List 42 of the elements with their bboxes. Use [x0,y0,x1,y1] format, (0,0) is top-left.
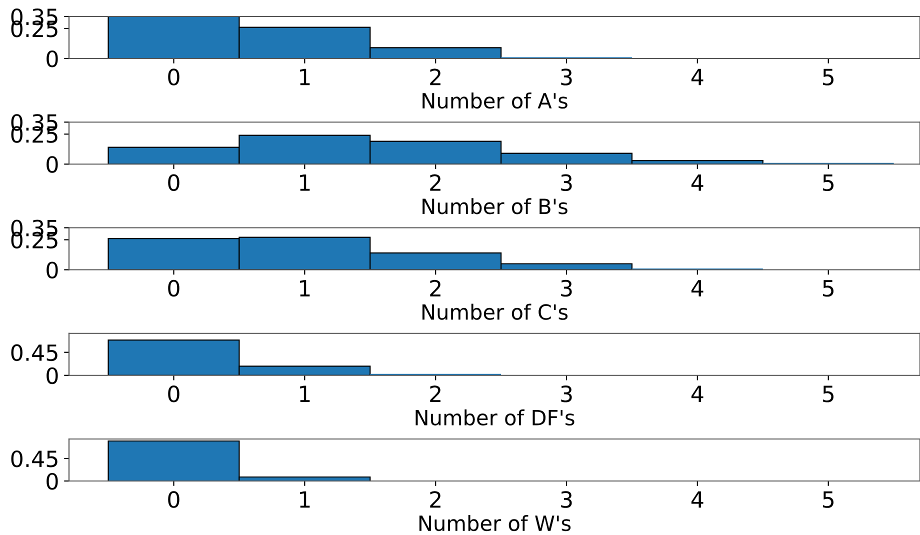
x-tick-label: 3 [561,68,572,86]
x-axis-title: Number of B's [422,198,568,214]
x-tick-label: 2 [430,174,440,191]
x-tick-label: 3 [561,174,572,192]
x-tick-label: 4 [691,386,704,402]
x-tick-label: 0 [168,174,180,192]
x-tick-label: 5 [823,280,834,297]
y-tick-label: 0.45 [11,344,58,362]
y-tick-label: 0 [46,156,58,173]
x-tick-label: 3 [561,491,572,508]
x-tick-label: 4 [691,491,704,508]
x-tick-label: 3 [561,385,572,402]
x-tick-label: 4 [691,280,704,296]
x-axis-title: Number of A's [422,92,568,109]
x-axis-title: Number of DF's [416,409,574,426]
x-tick-label: 5 [823,174,834,192]
x-tick-label: 1 [300,386,310,402]
y-tick-label: 0 [46,472,58,490]
x-tick-label: 2 [430,491,440,508]
x-tick-label: 4 [691,174,704,191]
x-tick-label: 2 [430,280,440,296]
x-tick-label: 5 [823,491,834,508]
y-tick-label: 0.45 [11,450,58,468]
x-tick-label: 5 [823,386,834,402]
y-tick-label: 0 [46,367,58,384]
x-tick-label: 3 [561,280,572,297]
y-tick-label: 0 [46,50,58,68]
x-tick-label: 0 [168,385,180,402]
x-tick-label: 1 [300,68,310,86]
x-tick-label: 1 [300,174,310,191]
x-axis-title: Number of C's [422,304,568,320]
x-tick-label: 1 [300,491,310,508]
x-tick-label: 1 [300,280,310,296]
x-tick-label: 0 [168,491,180,508]
x-tick-label: 2 [430,68,440,86]
x-tick-label: 0 [168,68,180,86]
x-tick-label: 4 [691,68,704,86]
x-axis-title: Number of W's [419,515,571,532]
y-tick-label: 0 [46,262,58,279]
x-tick-label: 2 [430,385,440,402]
x-tick-label: 5 [823,68,834,86]
x-tick-label: 0 [168,280,180,297]
